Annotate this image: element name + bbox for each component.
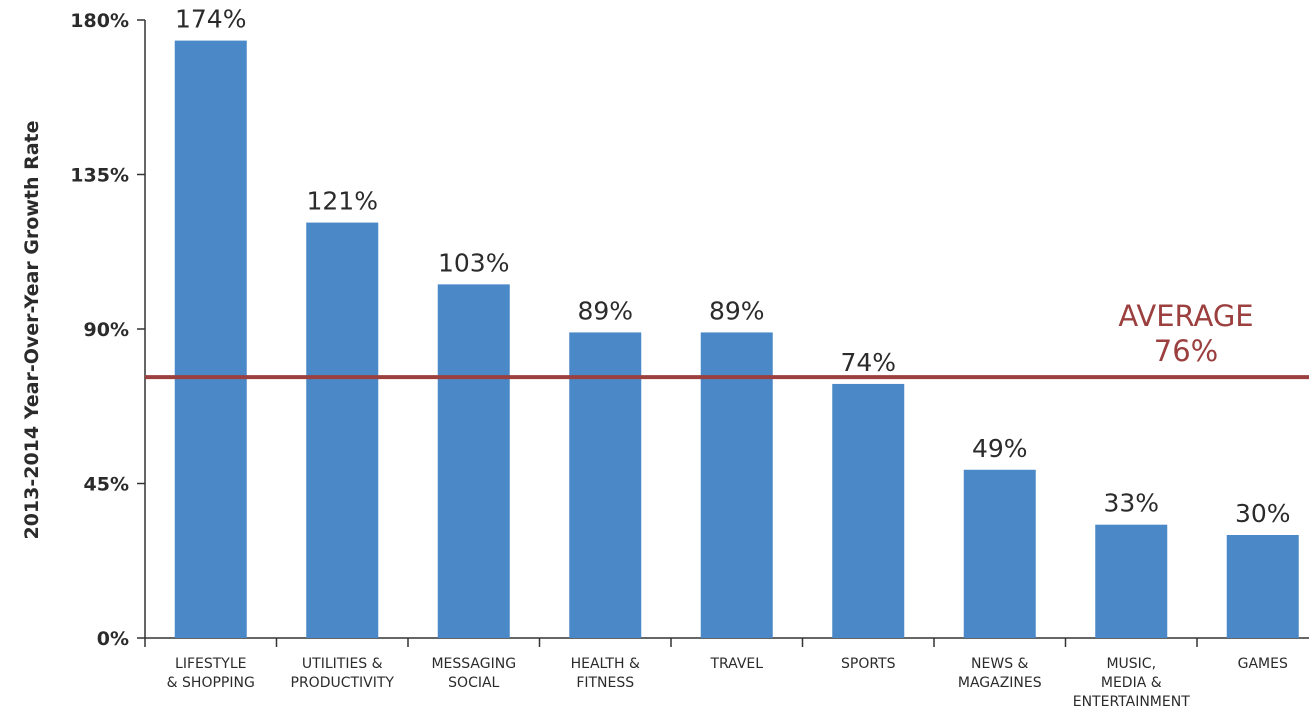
y-tick-label: 90% bbox=[84, 319, 129, 341]
category-label-line: TRAVEL bbox=[709, 656, 763, 672]
category-label-line: MEDIA & bbox=[1101, 675, 1162, 691]
data-label: 30% bbox=[1235, 499, 1291, 528]
bar bbox=[1226, 535, 1299, 638]
data-label: 89% bbox=[577, 296, 633, 325]
category-label-line: FITNESS bbox=[576, 675, 634, 691]
data-label: 49% bbox=[972, 434, 1028, 463]
y-tick-label: 135% bbox=[70, 165, 129, 187]
data-label: 74% bbox=[840, 348, 896, 377]
category-label-line: NEWS & bbox=[971, 656, 1028, 672]
bar bbox=[437, 284, 510, 638]
data-label: 103% bbox=[438, 248, 509, 277]
y-axis-title: 2013-2014 Year-Over-Year Growth Rate bbox=[21, 120, 43, 539]
bar bbox=[963, 469, 1036, 638]
average-reference: AVERAGE 76% bbox=[145, 299, 1309, 380]
category-label-line: & SHOPPING bbox=[167, 675, 255, 691]
category-label: NEWS & MAGAZINES bbox=[958, 656, 1042, 691]
average-label-line: AVERAGE bbox=[1118, 299, 1253, 333]
y-tick-label: 0% bbox=[97, 628, 129, 650]
bar bbox=[832, 383, 905, 638]
category-label: SPORTS bbox=[841, 656, 896, 672]
bars bbox=[174, 40, 1299, 639]
category-label-line: GAMES bbox=[1238, 656, 1288, 672]
category-labels: LIFESTYLE & SHOPPING UTILITIES & PRODUCTIVI… bbox=[167, 656, 1288, 710]
y-tick-label: 45% bbox=[84, 474, 129, 496]
data-label: 121% bbox=[307, 187, 378, 216]
data-labels: 174% 121% 103% 89% 89% 74% 49% 33% 30% bbox=[175, 5, 1291, 528]
category-label: TRAVEL bbox=[709, 656, 763, 672]
bar bbox=[1095, 524, 1168, 638]
category-label: MUSIC, MEDIA & ENTERTAINMENT bbox=[1073, 656, 1190, 710]
category-label: MESSAGING SOCIAL bbox=[431, 656, 516, 691]
y-tick-label: 180% bbox=[70, 10, 129, 32]
data-label: 89% bbox=[709, 296, 765, 325]
category-label-line: SPORTS bbox=[841, 656, 896, 672]
category-label-line: ENTERTAINMENT bbox=[1073, 694, 1190, 710]
data-label: 174% bbox=[175, 5, 246, 34]
category-label-line: SOCIAL bbox=[448, 675, 499, 691]
category-label-line: MESSAGING bbox=[431, 656, 516, 672]
y-axis: 0% 45% 90% 135% 180% bbox=[70, 10, 146, 650]
category-label: UTILITIES & PRODUCTIVITY bbox=[291, 656, 395, 691]
category-label-line: MUSIC, bbox=[1106, 656, 1156, 672]
average-label-line: 76% bbox=[1154, 334, 1218, 368]
bar bbox=[306, 222, 379, 639]
average-label: AVERAGE 76% bbox=[1118, 299, 1253, 368]
bar bbox=[174, 40, 247, 639]
category-label: LIFESTYLE & SHOPPING bbox=[167, 656, 255, 691]
x-axis bbox=[144, 637, 1309, 647]
category-label: HEALTH & FITNESS bbox=[571, 656, 640, 691]
bar bbox=[700, 332, 773, 638]
category-label-line: HEALTH & bbox=[571, 656, 640, 672]
data-label: 33% bbox=[1103, 489, 1159, 518]
category-label: GAMES bbox=[1238, 656, 1288, 672]
category-label-line: PRODUCTIVITY bbox=[291, 675, 395, 691]
category-label-line: UTILITIES & bbox=[302, 656, 383, 672]
category-label-line: LIFESTYLE bbox=[175, 656, 246, 672]
category-label-line: MAGAZINES bbox=[958, 675, 1042, 691]
bar bbox=[569, 332, 642, 638]
